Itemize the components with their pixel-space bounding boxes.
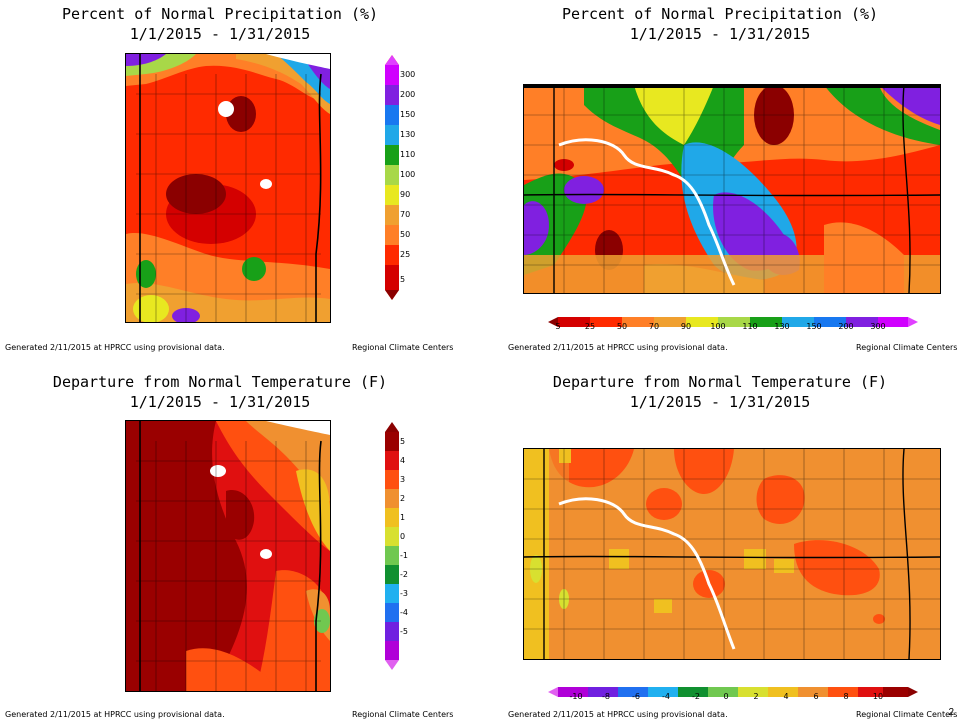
precip-legend-vertical: 300 200 150 130 110 100 90 70 50 25 5 xyxy=(385,55,425,300)
legend-label: -4 xyxy=(662,692,670,701)
legend-label: -10 xyxy=(569,692,583,701)
temp-legend-horizontal: -10 -8 -6 -4 -2 0 2 4 6 8 10 xyxy=(548,682,918,702)
precip-legend-horizontal: 5 25 50 70 90 100 110 130 150 200 300 xyxy=(548,312,918,332)
legend-label: 25 xyxy=(400,250,411,259)
legend-label: 3 xyxy=(400,475,406,484)
panel-temp-dakotas: Departure from Normal Temperature (F) 1/… xyxy=(480,360,960,720)
legend-label: 100 xyxy=(400,170,416,179)
panel-temp-mn: Departure from Normal Temperature (F) 1/… xyxy=(0,360,480,720)
legend-label: 4 xyxy=(783,692,789,701)
legend-label: 300 xyxy=(870,322,886,331)
title-line-1: Departure from Normal Temperature (F) xyxy=(52,373,388,391)
legend-label: 150 xyxy=(400,110,416,119)
legend-label: -4 xyxy=(400,608,408,617)
title-line-2: 1/1/2015 - 1/31/2015 xyxy=(629,393,811,411)
title-line-2: 1/1/2015 - 1/31/2015 xyxy=(129,25,311,43)
legend-label: 70 xyxy=(400,210,411,219)
page-number: 2 xyxy=(948,707,954,718)
legend-label: 6 xyxy=(813,692,819,701)
title-line-2: 1/1/2015 - 1/31/2015 xyxy=(629,25,811,43)
panel-precip-dakotas: Percent of Normal Precipitation (%) 1/1/… xyxy=(480,0,960,360)
legend-label: 200 xyxy=(400,90,416,99)
legend-label: 0 xyxy=(400,532,406,541)
legend-label: 50 xyxy=(400,230,411,239)
precip-map-dakotas xyxy=(523,84,941,294)
panel-title: Departure from Normal Temperature (F) 1/… xyxy=(0,372,460,412)
credit-note: Regional Climate Centers xyxy=(352,710,454,719)
panel-title: Departure from Normal Temperature (F) 1/… xyxy=(480,372,960,412)
title-line-1: Percent of Normal Precipitation (%) xyxy=(561,5,879,23)
generated-note: Generated 2/11/2015 at HPRCC using provi… xyxy=(508,710,728,719)
legend-label: -3 xyxy=(400,589,408,598)
legend-label: 130 xyxy=(774,322,790,331)
title-line-1: Percent of Normal Precipitation (%) xyxy=(61,5,379,23)
panel-title: Percent of Normal Precipitation (%) 1/1/… xyxy=(0,4,460,44)
legend-label: 2 xyxy=(400,494,406,503)
legend-label: -2 xyxy=(692,692,700,701)
legend-label: 300 xyxy=(400,70,416,79)
panel-precip-mn: Percent of Normal Precipitation (%) 1/1/… xyxy=(0,0,480,360)
precip-map-mn xyxy=(125,53,331,323)
legend-label: 150 xyxy=(806,322,822,331)
legend-label: 2 xyxy=(753,692,759,701)
legend-label: 10 xyxy=(872,692,884,701)
legend-label: -5 xyxy=(400,627,408,636)
legend-label: 8 xyxy=(843,692,849,701)
legend-label: 110 xyxy=(742,322,758,331)
legend-label: 90 xyxy=(400,190,411,199)
legend-label: 5 xyxy=(555,322,561,331)
generated-note: Generated 2/11/2015 at HPRCC using provi… xyxy=(5,343,225,352)
legend-label: 1 xyxy=(400,513,406,522)
legend-label: 130 xyxy=(400,130,416,139)
temp-legend-vertical: 5 4 3 2 1 0 -1 -2 -3 -4 -5 xyxy=(385,422,425,670)
credit-note: Regional Climate Centers xyxy=(856,343,958,352)
legend-label: 200 xyxy=(838,322,854,331)
temp-map-dakotas xyxy=(523,448,941,660)
legend-label: 70 xyxy=(648,322,660,331)
title-line-2: 1/1/2015 - 1/31/2015 xyxy=(129,393,311,411)
generated-note: Generated 2/11/2015 at HPRCC using provi… xyxy=(508,343,728,352)
legend-label: 110 xyxy=(400,150,416,159)
temp-map-mn xyxy=(125,420,331,692)
legend-label: -6 xyxy=(632,692,640,701)
legend-label: 50 xyxy=(616,322,628,331)
panel-title: Percent of Normal Precipitation (%) 1/1/… xyxy=(480,4,960,44)
legend-label: 25 xyxy=(584,322,596,331)
legend-label: 4 xyxy=(400,456,406,465)
generated-note: Generated 2/11/2015 at HPRCC using provi… xyxy=(5,710,225,719)
legend-label: 0 xyxy=(723,692,729,701)
legend-label: 100 xyxy=(710,322,726,331)
title-line-1: Departure from Normal Temperature (F) xyxy=(552,373,888,391)
legend-label: 90 xyxy=(680,322,692,331)
legend-label: 5 xyxy=(400,275,406,284)
credit-note: Regional Climate Centers xyxy=(856,710,958,719)
legend-label: 5 xyxy=(400,437,406,446)
credit-note: Regional Climate Centers xyxy=(352,343,454,352)
legend-label: -8 xyxy=(602,692,610,701)
legend-label: -2 xyxy=(400,570,408,579)
legend-label: -1 xyxy=(400,551,408,560)
